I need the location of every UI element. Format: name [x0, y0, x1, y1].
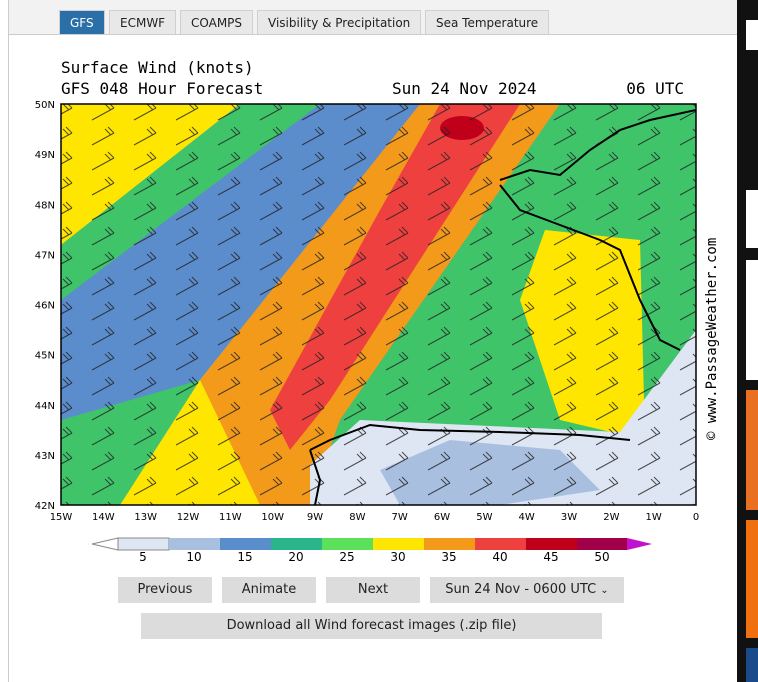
- lat-label: 49N: [35, 150, 55, 161]
- lon-label: 2W: [603, 512, 619, 523]
- lat-label: 50N: [35, 100, 55, 111]
- lat-label: 47N: [35, 250, 55, 261]
- legend-label: 5: [139, 550, 147, 564]
- lon-label: 1W: [646, 512, 662, 523]
- legend-label: 35: [441, 550, 456, 564]
- tab-bar: GFS ECMWF COAMPS Visibility & Precipitation…: [9, 0, 737, 35]
- lon-label: 0: [693, 512, 699, 523]
- tab[interactable]: Sea Temperature: [425, 10, 550, 34]
- lon-label: 10W: [261, 512, 284, 523]
- map-figure: Surface Wind (knots) GFS 048 Hour Foreca…: [35, 58, 720, 564]
- lon-label: 12W: [177, 512, 200, 523]
- download-button[interactable]: Download all Wind forecast images (.zip …: [141, 613, 602, 639]
- next-button[interactable]: Next: [326, 577, 420, 603]
- legend-label: 40: [492, 550, 507, 564]
- sidebar-ads: [737, 0, 758, 682]
- lat-label: 42N: [35, 501, 55, 512]
- lon-label: 5W: [476, 512, 492, 523]
- lon-label: 13W: [134, 512, 157, 523]
- lon-label: 7W: [392, 512, 408, 523]
- lon-label: 8W: [349, 512, 365, 523]
- lat-label: 45N: [35, 351, 55, 362]
- lat-label: 48N: [35, 200, 55, 211]
- legend-label: 25: [339, 550, 354, 564]
- legend-label: 15: [237, 550, 252, 564]
- time-select[interactable]: Sun 24 Nov - 0600 UTC ⌄: [430, 577, 624, 603]
- time-select-value: Sun 24 Nov - 0600 UTC: [445, 582, 597, 597]
- map-subtitle: GFS 048 Hour Forecast: [61, 79, 263, 98]
- color-scale: [91, 537, 652, 551]
- tab[interactable]: GFS: [59, 10, 105, 34]
- tab[interactable]: ECMWF: [109, 10, 177, 34]
- lat-label: 44N: [35, 401, 55, 412]
- legend-label: 50: [594, 550, 609, 564]
- legend-label: 10: [186, 550, 201, 564]
- tab[interactable]: COAMPS: [180, 10, 254, 34]
- legend-label: 30: [390, 550, 405, 564]
- legend-label: 45: [543, 550, 558, 564]
- lat-label: 46N: [35, 301, 55, 312]
- map-time: 06 UTC: [626, 79, 684, 98]
- lon-label: 4W: [519, 512, 535, 523]
- lon-label: 3W: [561, 512, 577, 523]
- map-title: Surface Wind (knots): [61, 58, 254, 77]
- watermark: © www.PassageWeather.com: [704, 238, 720, 440]
- wind-map: [61, 104, 696, 505]
- lon-label: 15W: [50, 512, 73, 523]
- legend-label: 20: [288, 550, 303, 564]
- lat-label: 43N: [35, 451, 55, 462]
- animate-button[interactable]: Animate: [222, 577, 316, 603]
- lon-label: 6W: [434, 512, 450, 523]
- lon-label: 11W: [219, 512, 242, 523]
- map-date: Sun 24 Nov 2024: [392, 79, 537, 98]
- lon-label: 9W: [307, 512, 323, 523]
- tab[interactable]: Visibility & Precipitation: [257, 10, 422, 34]
- lon-label: 14W: [92, 512, 115, 523]
- previous-button[interactable]: Previous: [118, 577, 212, 603]
